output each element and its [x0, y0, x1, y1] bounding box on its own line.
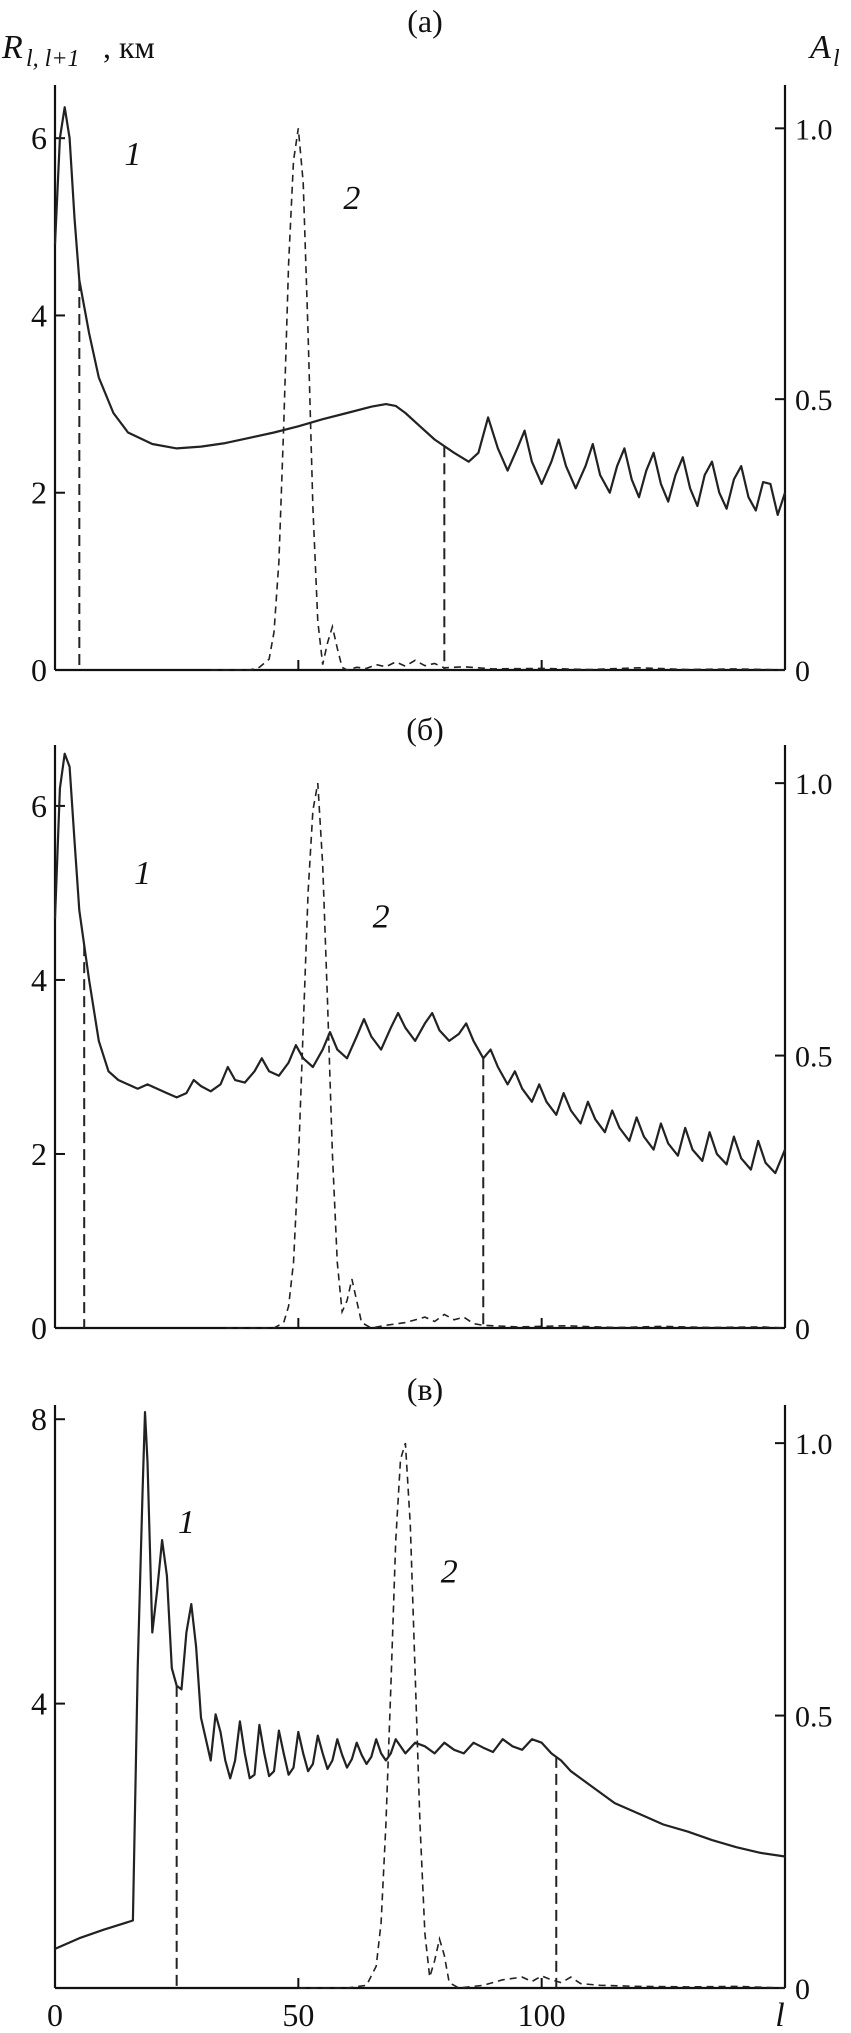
right-tick-label: 0 [795, 1313, 810, 1346]
x-tick-label: 0 [47, 1997, 63, 2033]
x-tick-label: 100 [518, 1997, 566, 2033]
series-2-line [225, 782, 786, 1329]
left-axis-title: R l, l+1 , км [1, 29, 155, 72]
left-tick-label: 2 [31, 1136, 47, 1172]
series-2-label: 2 [373, 899, 390, 936]
series-1-line [53, 752, 787, 1175]
left-axis-title-unit: , км [103, 29, 155, 65]
panel-label: (б) [406, 711, 444, 747]
right-tick-label: 1.0 [795, 113, 833, 146]
left-tick-label: 8 [31, 1401, 47, 1437]
series-2-line [210, 128, 786, 671]
right-tick-label: 1.0 [795, 1428, 833, 1461]
right-tick-label: 0 [795, 1973, 810, 2006]
left-axis-title-sub: l, l+1 [26, 46, 80, 72]
series-2-label: 2 [441, 1554, 458, 1591]
series-1-line [54, 1411, 786, 1950]
right-tick-label: 1.0 [795, 768, 833, 801]
right-tick-label: 0.5 [795, 1041, 833, 1074]
series-1-label: 1 [124, 136, 141, 173]
panel-label: (а) [407, 3, 443, 39]
right-tick-label: 0.5 [795, 1701, 833, 1734]
series-1-label: 1 [178, 1504, 195, 1541]
chart-panel-1: (а) 0 2 4 6 0 0.5 1.0 1 2 [31, 3, 833, 688]
left-tick-label: 4 [31, 962, 47, 998]
series-1-line [53, 106, 787, 516]
left-tick-label: 2 [31, 475, 47, 511]
left-tick-label: 6 [31, 788, 47, 824]
left-tick-label: 4 [31, 297, 47, 333]
series-2-label: 2 [343, 180, 360, 217]
x-axis-title: l [775, 1997, 784, 2033]
left-tick-label: 4 [31, 1686, 47, 1722]
series-2-line [298, 1442, 786, 1989]
right-tick-label: 0 [795, 655, 810, 688]
chart-panel-2: (б) 0 2 4 6 0 0.5 1.0 1 2 [31, 711, 833, 1346]
x-tick-label: 50 [282, 1997, 314, 2033]
left-tick-label: 0 [31, 1310, 47, 1346]
right-tick-label: 0.5 [795, 384, 833, 417]
left-tick-label: 0 [31, 652, 47, 688]
series-1-label: 1 [134, 855, 151, 892]
chart-panel-3: (в) 4 8 0 0.5 1.0 0 50 100 1 2 [31, 1371, 833, 2033]
left-tick-label: 6 [31, 120, 47, 156]
chart-panels: (а) 0 2 4 6 0 0.5 1.0 1 2 (б) 0 2 4 6 0 0.5 1.0 1 2 (в) 4 8 0 0.… [31, 3, 833, 2033]
left-axis-title-main: R [1, 29, 23, 66]
right-axis-title: A l [808, 29, 840, 72]
right-axis-title-sub: l [833, 46, 840, 72]
right-axis-title-main: A [808, 29, 831, 66]
panel-label: (в) [407, 1371, 443, 1407]
